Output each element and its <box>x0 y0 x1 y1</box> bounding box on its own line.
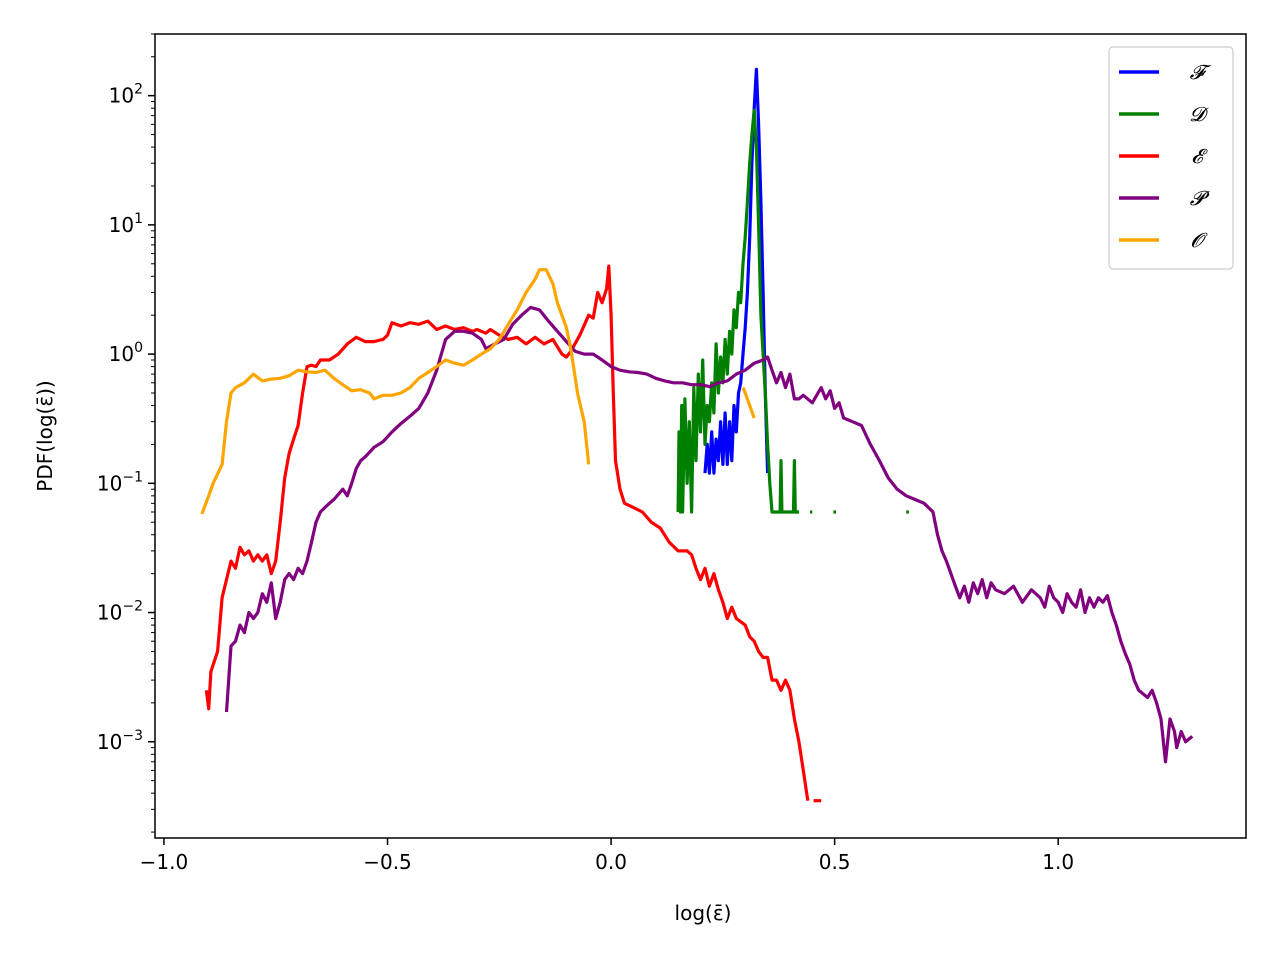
series-line-1-segment-5 <box>778 459 784 513</box>
x-tick-label-3: 0.5 <box>819 850 851 874</box>
series-line-1-segment-6 <box>791 459 797 513</box>
legend-label-1: 𝓓 <box>1189 102 1209 126</box>
x-axis-label: log(ε̄) <box>675 901 732 925</box>
series-line-4-segment-0 <box>200 268 591 515</box>
y-axis: 10−3 10−2 10−1 100 101 102 <box>97 33 155 833</box>
y-tick-label-5: 102 <box>109 82 143 108</box>
series-line-0-segment-0 <box>703 67 770 475</box>
x-axis: −1.0 −0.5 0.0 0.5 1.0 <box>140 838 1074 874</box>
x-tick-label-2: 0.0 <box>595 850 627 874</box>
x-tick-label-1: −0.5 <box>363 850 412 874</box>
series-line-3-segment-0 <box>224 305 1194 764</box>
y-tick-label-2: 10−1 <box>97 469 143 495</box>
series-line-1-segment-0 <box>676 108 799 514</box>
legend-box <box>1108 46 1234 270</box>
x-tick-label-0: −1.0 <box>140 850 189 874</box>
series-line-4-segment-1 <box>741 386 756 419</box>
y-axis-label: PDF(log(ε̄)) <box>33 380 57 491</box>
y-tick-label-1: 10−2 <box>97 599 143 625</box>
series-line-2-segment-0 <box>204 264 810 801</box>
x-tick-label-4: 1.0 <box>1042 850 1074 874</box>
plot-frame <box>154 33 1247 839</box>
series-layer <box>200 67 1194 803</box>
y-tick-label-3: 100 <box>109 340 143 366</box>
y-tick-label-0: 10−3 <box>97 728 143 754</box>
y-tick-label-4: 101 <box>109 211 143 237</box>
